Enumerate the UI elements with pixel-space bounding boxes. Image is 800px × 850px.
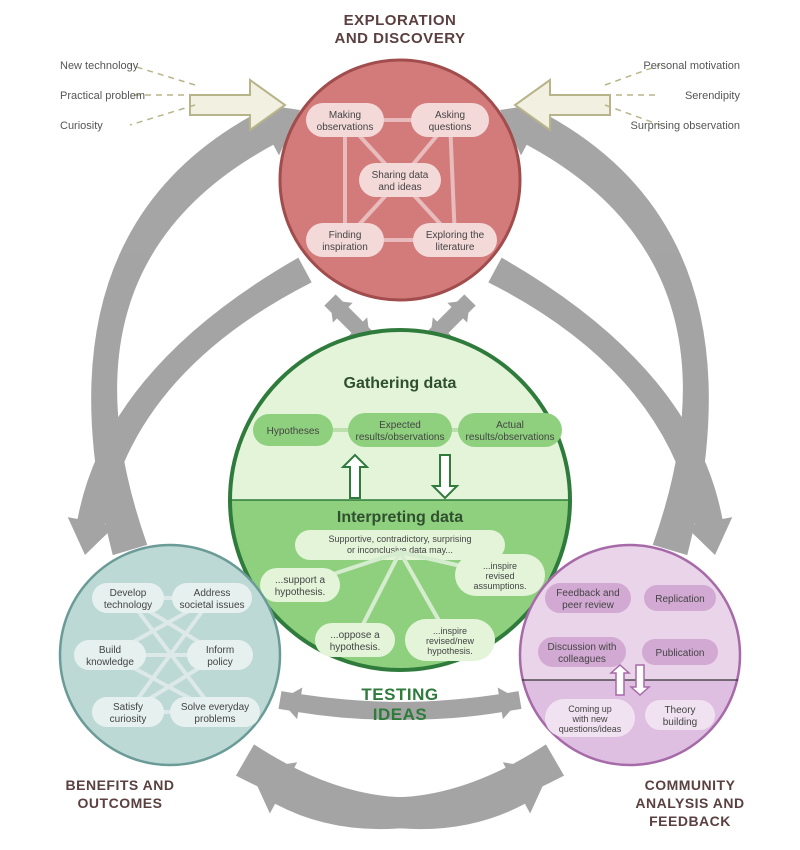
test-bot-inspire-assumptions-l1: ...inspire — [483, 561, 517, 571]
benefits-build-knowledge-l2: knowledge — [86, 657, 134, 668]
benefits-develop-technology-l1: Develop — [110, 588, 147, 599]
community-bot-theory-building-l2: building — [663, 717, 697, 728]
test-bot-inspire-assumptions-l2: revised — [485, 571, 514, 581]
swoop-arrow — [236, 744, 550, 829]
community-title-1: COMMUNITY — [645, 777, 736, 793]
ext-left-2: Curiosity — [60, 120, 103, 132]
test-top-actual-results-l1: Actual — [496, 420, 524, 431]
exploration-exploring-literature-l2: literature — [436, 242, 475, 253]
exploration-making-observations-l1: Making — [329, 110, 361, 121]
community-bot-coming-up-questions-l1: Coming up — [568, 704, 612, 714]
benefits-satisfy-curiosity-l2: curiosity — [110, 714, 147, 725]
gathering-heading: Gathering data — [344, 375, 457, 392]
testing-circle: Gathering dataHypothesesExpectedresults/… — [230, 330, 570, 670]
exploration-circle: Makingobservations Askingquestions Sharing… — [280, 60, 520, 300]
exploration-title-1: EXPLORATION — [344, 12, 457, 29]
test-bot-oppose-hypothesis-l2: hypothesis. — [330, 642, 381, 653]
community-title-3: FEEDBACK — [649, 813, 731, 829]
exploration-title-2: AND DISCOVERY — [335, 30, 466, 47]
benefits-title-2: OUTCOMES — [78, 795, 163, 811]
test-top-expected-results-l2: results/observations — [356, 432, 445, 443]
exploration-sharing-data-l1: Sharing data — [372, 170, 429, 181]
community-circle: Feedback andpeer review Replication Discus… — [520, 545, 740, 765]
benefits-inform-policy-l2: policy — [207, 657, 233, 668]
benefits-solve-problems-l1: Solve everyday — [181, 702, 249, 713]
community-top-publication-l1: Publication — [656, 648, 705, 659]
test-bot-inspire-assumptions-l3: assumptions. — [473, 581, 526, 591]
benefits-circle: Developtechnology Addresssocietal issues B… — [60, 545, 280, 765]
test-bot-inspire-new-hypothesis-l2: revised/new — [426, 636, 475, 646]
community-top-feedback-peer-review-l1: Feedback and — [556, 588, 619, 599]
benefits-solve-problems-l2: problems — [194, 714, 235, 725]
benefits-address-societal-l2: societal issues — [179, 600, 244, 611]
community-bot-theory-building-l1: Theory — [664, 705, 695, 716]
community-top-feedback-peer-review-l2: peer review — [562, 600, 614, 611]
ext-left-0: New technology — [60, 60, 139, 72]
ext-right-1: Serendipity — [685, 90, 741, 102]
testing-title-1: TESTING — [361, 685, 438, 704]
interpreting-heading: Interpreting data — [337, 509, 463, 526]
test-bot-inspire-new-hypothesis-l1: ...inspire — [433, 626, 467, 636]
community-top-replication-l1: Replication — [655, 594, 704, 605]
test-bot-oppose-hypothesis-l1: ...oppose a — [330, 630, 380, 641]
community-top-discussion-colleagues-l1: Discussion with — [548, 642, 617, 653]
exploration-sharing-data-l2: and ideas — [378, 182, 421, 193]
exploration-finding-inspiration-l2: inspiration — [322, 242, 368, 253]
community-top-discussion-colleagues-l2: colleagues — [558, 654, 606, 665]
benefits-title-1: BENEFITS AND — [66, 777, 175, 793]
ext-right-0: Personal motivation — [643, 60, 740, 72]
community-bot-coming-up-questions-l2: with new — [571, 714, 608, 724]
ext-right-2: Surprising observation — [631, 120, 740, 132]
community-title-2: ANALYSIS AND — [635, 795, 744, 811]
exploration-asking-questions-l1: Asking — [435, 110, 465, 121]
benefits-develop-technology-l2: technology — [104, 600, 152, 611]
benefits-inform-policy-l1: Inform — [206, 645, 234, 656]
exploration-making-observations-l2: observations — [317, 122, 374, 133]
community-bot-coming-up-questions-l3: questions/ideas — [559, 724, 622, 734]
benefits-satisfy-curiosity-l1: Satisfy — [113, 702, 143, 713]
test-top-actual-results-l2: results/observations — [466, 432, 555, 443]
test-top-expected-results-l1: Expected — [379, 420, 421, 431]
testing-title-2: IDEAS — [373, 705, 427, 724]
exploration-exploring-literature-l1: Exploring the — [426, 230, 485, 241]
exploration-finding-inspiration-l1: Finding — [329, 230, 362, 241]
test-bot-support-hypothesis-l1: ...support a — [275, 575, 325, 586]
ext-left-1: Practical problem — [60, 90, 145, 102]
test-bot-inspire-new-hypothesis-l3: hypothesis. — [427, 646, 473, 656]
test-top-hypotheses-l1: Hypotheses — [267, 426, 320, 437]
benefits-address-societal-l1: Address — [194, 588, 231, 599]
benefits-build-knowledge-l1: Build — [99, 645, 121, 656]
interpret-l1: Supportive, contradictory, surprising — [329, 534, 472, 544]
test-bot-support-hypothesis-l2: hypothesis. — [275, 587, 326, 598]
exploration-asking-questions-l2: questions — [429, 122, 472, 133]
